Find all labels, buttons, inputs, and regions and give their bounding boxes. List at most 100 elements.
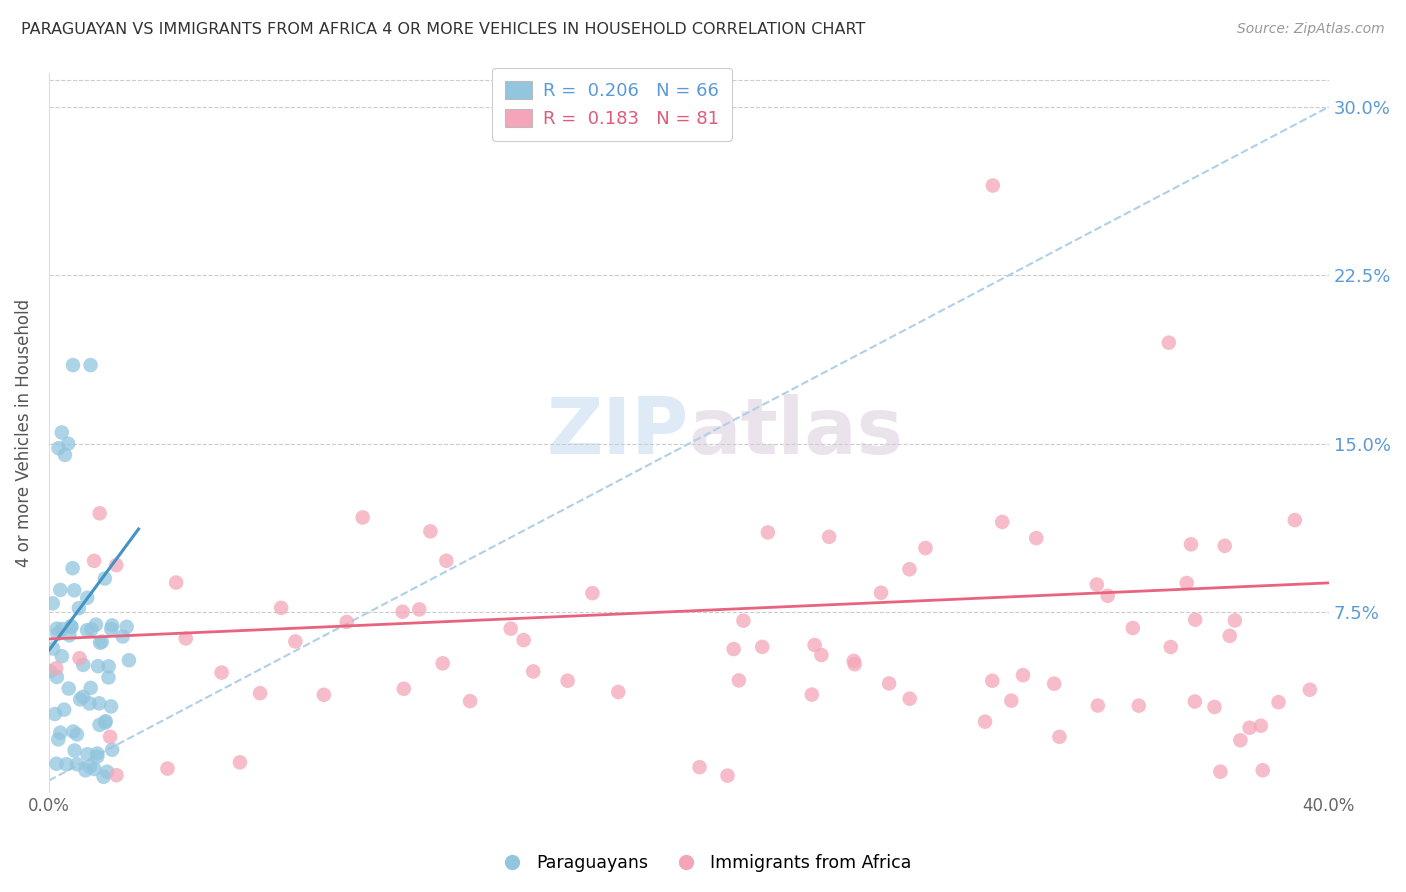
Point [55,757,77,772]
Point [80,623,103,637]
Point [75,764,97,778]
Point [249,686,271,700]
Point [89,636,111,650]
Point [105,558,128,572]
Point [458,694,481,708]
Point [1122,621,1144,635]
Point [100,699,122,714]
Point [800,688,823,702]
Point [79,681,101,695]
Point [76,747,98,762]
Point [62,561,84,575]
Point [66,727,89,741]
Point [689,760,711,774]
Point [79,759,101,773]
Point [352,510,374,524]
Point [46,627,69,641]
Point [499,622,522,636]
Point [87,697,110,711]
Point [100,622,122,636]
Point [174,632,197,646]
Point [42,641,65,656]
Legend: Paraguayans, Immigrants from Africa: Paraguayans, Immigrants from Africa [488,847,918,879]
Point [607,685,630,699]
Point [1157,335,1180,350]
Point [756,525,779,540]
Point [49,582,72,597]
Point [1251,763,1274,777]
Point [981,178,1004,193]
Point [1204,700,1226,714]
Point [51,425,73,440]
Point [69,651,91,665]
Point [62,358,84,372]
Point [94,572,117,586]
Point [1184,613,1206,627]
Point [105,768,128,782]
Text: PARAGUAYAN VS IMMIGRANTS FROM AFRICA 4 OR MORE VEHICLES IN HOUSEHOLD CORRELATION: PARAGUAYAN VS IMMIGRANTS FROM AFRICA 4 O… [21,22,866,37]
Point [72,657,94,672]
Point [118,653,141,667]
Point [42,596,65,610]
Point [72,690,94,704]
Point [877,676,900,690]
Point [58,681,80,696]
Point [66,757,89,772]
Point [557,673,579,688]
Point [1025,531,1047,545]
Point [39,664,62,678]
Point [48,441,70,455]
Point [79,358,101,372]
Point [62,724,84,739]
Point [87,659,110,673]
Point [1128,698,1150,713]
Point [733,614,755,628]
Point [44,706,66,721]
Point [898,691,921,706]
Point [59,619,82,633]
Point [419,524,441,539]
Point [56,436,79,450]
Point [991,515,1014,529]
Point [1000,693,1022,707]
Point [94,714,117,728]
Point [1087,698,1109,713]
Point [727,673,749,688]
Point [522,665,544,679]
Point [391,605,413,619]
Point [60,620,83,634]
Point [94,715,117,730]
Point [45,622,67,636]
Point [156,762,179,776]
Point [229,756,252,770]
Point [79,697,101,711]
Point [83,554,105,568]
Point [84,617,107,632]
Point [1184,694,1206,708]
Point [1267,695,1289,709]
Point [842,654,865,668]
Point [1085,577,1108,591]
Point [1213,539,1236,553]
Point [751,640,773,654]
Point [1250,719,1272,733]
Point [53,448,76,462]
Point [63,743,86,757]
Point [76,591,98,605]
Point [898,562,921,576]
Point [45,670,67,684]
Text: atlas: atlas [689,394,904,470]
Text: Source: ZipAtlas.com: Source: ZipAtlas.com [1237,22,1385,37]
Point [51,622,73,636]
Point [512,633,534,648]
Point [284,634,307,648]
Point [115,620,138,634]
Point [76,624,98,638]
Point [914,541,936,555]
Point [581,586,603,600]
Point [53,703,76,717]
Point [69,692,91,706]
Point [83,762,105,776]
Point [408,602,430,616]
Point [1160,640,1182,654]
